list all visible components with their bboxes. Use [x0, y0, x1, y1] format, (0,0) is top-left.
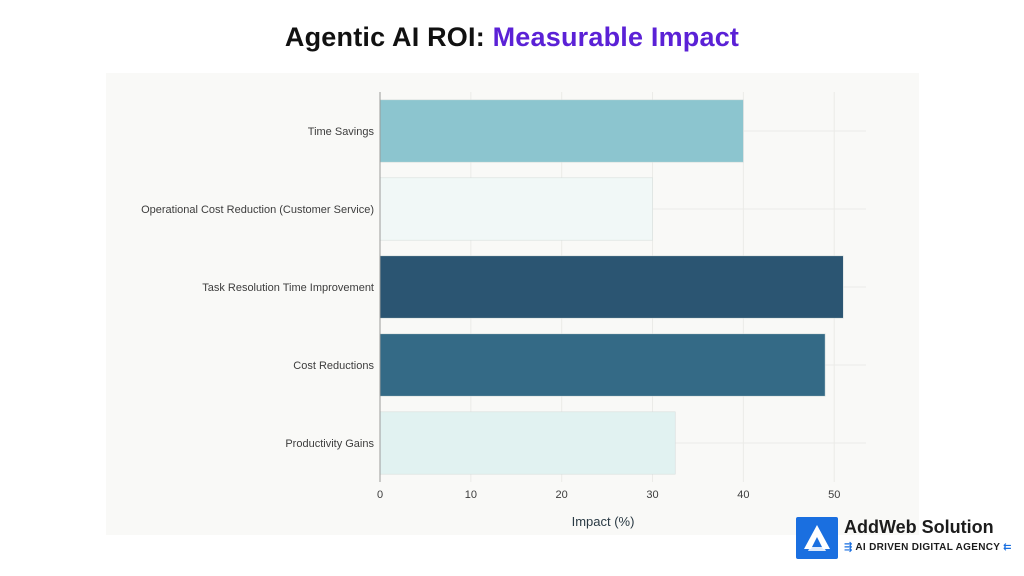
category-label: Time Savings	[308, 126, 375, 138]
bar	[379, 255, 844, 319]
bar	[379, 411, 676, 475]
category-label: Task Resolution Time Improvement	[202, 282, 374, 294]
bars	[379, 99, 844, 475]
brand-tagline-text: AI DRIVEN DIGITAL AGENCY	[855, 542, 1001, 553]
bar	[379, 99, 744, 163]
brand-tagline: ⇶ AI DRIVEN DIGITAL AGENCY ⇇	[844, 542, 1012, 553]
category-label: Productivity Gains	[285, 438, 374, 450]
brand-name: AddWeb Solution	[844, 517, 994, 537]
x-tick-label: 20	[556, 489, 568, 501]
bar	[379, 333, 826, 397]
title-part-1: Agentic AI ROI:	[284, 22, 485, 52]
x-tick-label: 50	[828, 489, 840, 501]
addweb-logo-icon	[796, 517, 838, 559]
brand-logo: AddWeb Solution ⇶ AI DRIVEN DIGITAL AGEN…	[796, 517, 1014, 563]
x-tick-label: 10	[465, 489, 477, 501]
x-tick-label: 30	[646, 489, 658, 501]
x-tick-label: 0	[377, 489, 383, 501]
bar	[379, 177, 653, 241]
title-part-2: Measurable Impact	[492, 22, 740, 52]
category-label: Operational Cost Reduction (Customer Ser…	[141, 204, 374, 216]
x-axis-title: Impact (%)	[572, 514, 635, 529]
arrows-left-icon: ⇇	[1003, 542, 1012, 553]
axis: Time Savings Operational Cost Reduction (…	[141, 92, 840, 529]
arrows-right-icon: ⇶	[844, 542, 853, 553]
category-label: Cost Reductions	[293, 360, 374, 372]
x-tick-label: 40	[737, 489, 749, 501]
chart-title: Agentic AI ROI: Measurable Impact	[0, 22, 1024, 53]
